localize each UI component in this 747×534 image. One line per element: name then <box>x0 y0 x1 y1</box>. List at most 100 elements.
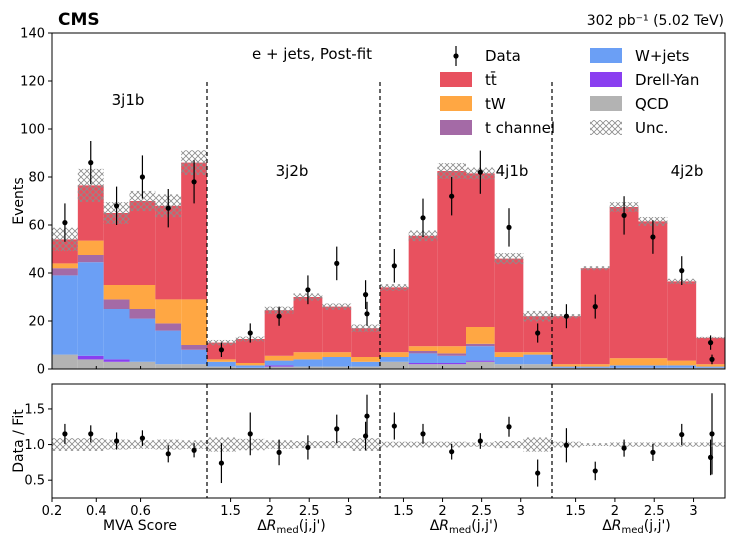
unc-band <box>207 339 236 346</box>
bar-qcd <box>437 364 466 369</box>
ratio-point <box>88 431 94 437</box>
bar-tchannel <box>129 309 156 319</box>
bar-drellyan <box>264 365 294 367</box>
bar-tchannel <box>408 351 438 354</box>
bar-tchannel <box>466 343 495 347</box>
bar-wjets <box>696 366 725 368</box>
data-point <box>364 311 370 317</box>
legend-swatch <box>590 72 622 87</box>
legend-label: Drell-Yan <box>635 71 699 89</box>
bar-tw <box>351 357 380 362</box>
bar-qcd <box>580 367 610 369</box>
x-tick-label: 1.5 <box>220 504 241 519</box>
ratio-point <box>707 454 714 460</box>
data-point <box>650 234 656 240</box>
data-point <box>420 215 426 221</box>
bar-tw <box>264 355 294 361</box>
ratio-point <box>563 442 570 448</box>
ratio-point <box>305 444 311 451</box>
bar-tt <box>351 328 380 357</box>
bar-tw <box>523 352 552 355</box>
ratio-point <box>449 449 455 455</box>
bar-tw <box>77 240 104 255</box>
bar-tw <box>437 346 466 354</box>
legend-item-tchannel: t channel <box>440 119 555 137</box>
bar-qcd <box>293 366 323 369</box>
bar-wjets <box>207 361 236 367</box>
bar-qcd <box>103 361 130 369</box>
bar-qcd <box>129 361 156 369</box>
data-point <box>709 356 715 362</box>
data-point <box>139 174 146 180</box>
unc-band <box>437 163 466 179</box>
legend-swatch <box>590 120 622 135</box>
x-tick-label: 0.6 <box>130 504 151 519</box>
data-point <box>305 287 311 293</box>
ratio-point <box>218 460 225 466</box>
ratio-point <box>592 468 598 474</box>
bar-qcd <box>181 364 207 369</box>
data-point <box>247 330 253 336</box>
legend-item-tt: tt̄ <box>440 70 497 89</box>
bar-tw <box>155 299 182 324</box>
legend-label: W+jets <box>635 47 690 65</box>
region-label-4j1b: 4j1b <box>496 162 529 180</box>
bar-wjets <box>181 349 207 365</box>
bar-wjets <box>552 366 581 368</box>
bar-wjets <box>437 355 466 363</box>
bar-qcd <box>523 364 552 369</box>
bar-qcd <box>552 367 581 369</box>
y-tick-label: 100 <box>20 123 45 138</box>
x-tick-label: 2.5 <box>471 504 492 519</box>
bar-tw <box>609 358 639 366</box>
bar-tw <box>235 363 265 366</box>
bar-tw <box>103 285 130 300</box>
bar-qcd <box>494 364 524 369</box>
data-point <box>477 169 483 175</box>
bar-tt <box>667 281 697 361</box>
ratio-plot-frame <box>51 383 726 499</box>
legend-item-drellyan: Drell-Yan <box>590 71 699 89</box>
data-point <box>165 205 171 211</box>
ratio-unc-band <box>408 441 438 448</box>
y-axis-label: Events <box>11 177 27 224</box>
bar-wjets <box>103 309 130 360</box>
ratio-unc-band <box>494 441 524 449</box>
ratio-point <box>535 470 541 476</box>
x-axis-label: MVA Score <box>103 518 177 534</box>
bar-qcd <box>155 364 182 369</box>
bar-tw <box>638 358 668 366</box>
ratio-point <box>364 413 370 419</box>
bar-tw <box>494 352 524 357</box>
bar-tt <box>408 235 438 347</box>
main-plot-frame <box>51 32 726 370</box>
x-tick-label: 2.5 <box>299 504 320 519</box>
legend-swatch <box>440 96 472 111</box>
data-point <box>88 160 94 166</box>
ratio-point <box>362 433 369 439</box>
bar-tw <box>181 299 207 345</box>
ratio-point <box>165 451 171 457</box>
bar-tw <box>580 364 610 367</box>
ratio-y-tick-label: 1.0 <box>24 438 45 453</box>
bar-tw <box>696 364 725 367</box>
bar-tt <box>466 173 495 327</box>
legend-label: t channel <box>485 119 555 137</box>
legend-label: QCD <box>635 95 669 113</box>
bar-wjets <box>667 365 697 368</box>
bar-tw <box>552 364 581 367</box>
bar-wjets <box>129 318 156 362</box>
bar-qcd <box>609 367 639 369</box>
ratio-point <box>420 431 426 437</box>
bar-tw <box>207 359 236 362</box>
ratio-unc-band <box>77 438 104 451</box>
bar-wjets <box>609 365 639 368</box>
bar-drellyan <box>408 363 438 365</box>
unc-band <box>494 253 524 265</box>
ratio-y-axis-label: Data / Fit <box>11 409 27 473</box>
bar-tt <box>494 258 524 353</box>
experiment-label: CMS <box>58 10 100 30</box>
ratio-point <box>113 438 120 444</box>
y-tick-label: 120 <box>20 75 45 90</box>
x-tick-label: 1.5 <box>565 504 586 519</box>
